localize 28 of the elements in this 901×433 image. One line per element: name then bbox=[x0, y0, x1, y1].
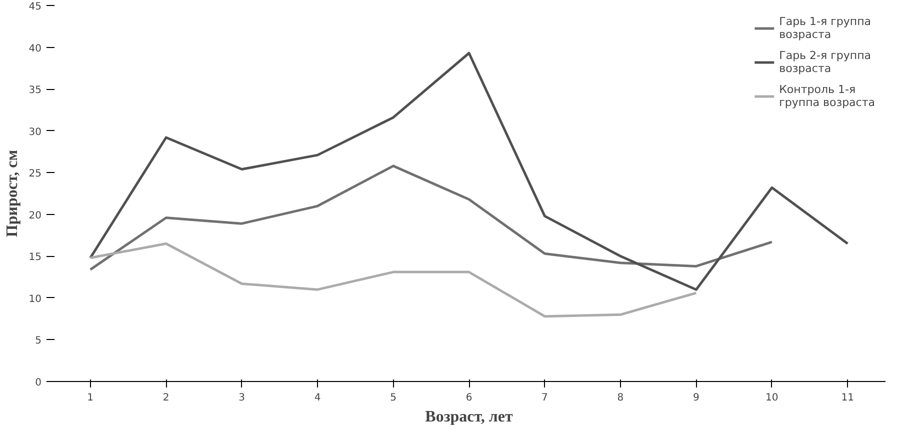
x-tick-label: 7 bbox=[542, 392, 548, 404]
legend-label: Контроль 1-я группа возраста bbox=[779, 83, 875, 109]
x-tick-label: 9 bbox=[693, 392, 700, 404]
x-tick-label: 11 bbox=[841, 392, 854, 404]
legend-label: Гарь 1-я группа возраста bbox=[779, 15, 872, 41]
y-tick-label: 10 bbox=[28, 294, 42, 305]
line-series bbox=[89, 242, 698, 318]
y-tick-label: 40 bbox=[28, 43, 42, 54]
y-tick-label: 5 bbox=[35, 336, 42, 347]
x-axis-title: Возраст, лет bbox=[425, 408, 513, 426]
y-tick-label: 45 bbox=[28, 2, 42, 12]
y-tick-label: 25 bbox=[28, 168, 42, 180]
x-tick-label: 4 bbox=[314, 392, 321, 404]
x-tick-label: 2 bbox=[162, 392, 170, 404]
x-tick-label: 3 bbox=[238, 392, 246, 404]
y-tick-label: 35 bbox=[28, 85, 42, 96]
y-tick-label: 15 bbox=[28, 252, 42, 264]
y-tick-label: 30 bbox=[28, 126, 42, 138]
x-tick-label: 8 bbox=[617, 392, 624, 404]
legend-label: Гарь 2-я группа возраста bbox=[779, 49, 872, 75]
line-series bbox=[89, 164, 774, 271]
y-axis-title: Прирост, см bbox=[4, 150, 21, 238]
y-tick-label: 20 bbox=[28, 210, 42, 222]
x-tick-label: 1 bbox=[87, 392, 94, 404]
x-tick-label: 6 bbox=[466, 392, 472, 404]
x-tick-label: 5 bbox=[390, 392, 396, 404]
x-tick-label: 10 bbox=[766, 392, 778, 404]
y-tick-label: 0 bbox=[35, 378, 42, 388]
